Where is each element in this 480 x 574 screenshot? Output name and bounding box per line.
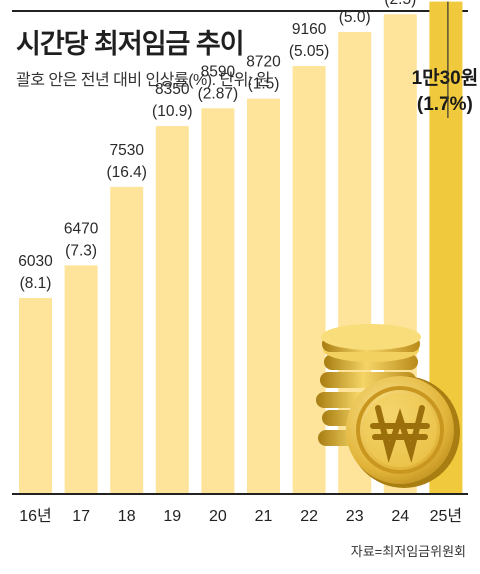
bar-growth-label-2: (16.4) [106, 164, 147, 181]
bar-growth-label-5: (1.5) [248, 76, 280, 93]
bar-value-label-0: 6030 [18, 253, 53, 270]
bar-growth-label-0: (8.1) [20, 275, 52, 292]
x-tick-label-4: 20 [209, 508, 227, 525]
bar-value-label-9: 1만30원 [412, 67, 479, 89]
bar-4 [201, 108, 235, 494]
x-tick-label-3: 19 [163, 508, 181, 525]
won-coin-stack-icon [316, 324, 460, 488]
x-tick-label-8: 24 [391, 508, 409, 525]
x-tick-label-2: 18 [118, 508, 136, 525]
x-axis-ticks-group: 16년 17 18 19 20 21 22 23 24 25년 [19, 507, 462, 525]
x-tick-label-5: 21 [255, 508, 273, 525]
bar-growth-label-9: (1.7%) [417, 94, 473, 115]
bar-3 [155, 126, 189, 494]
bar-value-label-3: 8350 [155, 81, 190, 98]
x-tick-label-6: 22 [300, 508, 318, 525]
bar-value-label-2: 7530 [109, 142, 144, 159]
top-rule [12, 10, 468, 12]
bar-growth-label-7: (5.0) [339, 9, 371, 26]
chart-subtitle: 괄호 안은 전년 대비 인상률(%). 단위: 원 [16, 72, 271, 89]
source-note: 자료=최저임금위원회 [350, 544, 466, 559]
bar-2 [110, 186, 144, 494]
value-labels-group: 6030 (8.1) 6470 (7.3) 7530 (16.4) 8350 (10.9) 85… [18, 0, 478, 292]
bar-1 [64, 265, 98, 494]
x-tick-label-1: 17 [72, 508, 90, 525]
bar-growth-label-1: (7.3) [65, 242, 97, 259]
bar-growth-label-4: (2.87) [198, 85, 239, 102]
bar-growth-label-3: (10.9) [152, 103, 193, 120]
bar-6 [292, 66, 326, 494]
x-tick-label-9: 25년 [430, 507, 463, 525]
bar-5 [247, 98, 280, 495]
bar-value-label-7: 9620 [337, 0, 372, 4]
bar-growth-label-8: (2.5) [384, 0, 416, 8]
x-tick-label-7: 23 [346, 508, 364, 525]
bar-value-label-4: 8590 [201, 63, 236, 80]
bar-value-label-1: 6470 [64, 220, 99, 237]
bar-value-label-6: 9160 [292, 21, 327, 38]
bar-growth-label-6: (5.05) [289, 43, 330, 60]
bar-0 [19, 298, 52, 494]
bar-value-label-5: 8720 [246, 54, 281, 71]
chart-title: 시간당 최저임금 추이 [16, 29, 245, 59]
x-tick-label-0: 16년 [19, 507, 52, 525]
